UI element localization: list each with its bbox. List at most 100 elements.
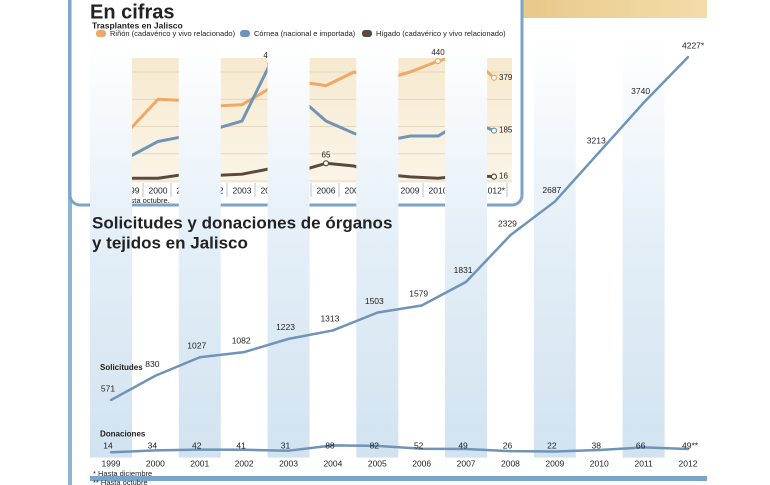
point [420,304,423,307]
data-label: 185 [499,126,513,135]
data-label: 3213 [587,135,606,145]
point [598,448,601,452]
frame-line [68,0,72,485]
x-tick-label: 2003 [233,185,252,195]
background-texture [522,0,707,18]
point [322,160,330,167]
x-tick-label: 2009 [401,185,420,195]
series-line [110,444,689,454]
legend-label: Córnea (nacional e importada) [254,29,356,38]
point [198,356,201,359]
x-tick-label: 2012 [679,458,698,468]
point [464,447,468,451]
point [490,173,498,180]
column-stripe [445,40,488,458]
data-label: 14 [103,440,113,450]
point [109,398,113,402]
x-tick-label: 2012* [483,185,506,195]
title: En cifras [90,1,174,23]
point [331,329,335,332]
x-tick-label: 2006 [412,458,431,468]
x-tick-label: 1999 [102,458,121,468]
x-tick-label: 2004 [323,458,342,468]
point [509,233,512,237]
data-label: 49 [458,440,468,450]
legend-swatch [362,30,372,37]
point [686,55,690,59]
data-label: 88 [325,440,335,450]
point [509,449,512,453]
legend-swatch [240,30,250,37]
data-label: 2329 [498,218,517,228]
main-chart: 1999 2000 2001 2002 2003 2004 2005 2006 2007 2008… [90,40,705,485]
data-label: 440 [431,48,445,57]
x-tick-label: 2000 [146,458,165,468]
data-label: 2687 [542,185,561,195]
x-tick-label: 2009 [545,458,564,468]
point [642,101,645,104]
data-label: 3740 [631,86,650,96]
data-label: 38 [591,440,601,450]
subtitle: Trasplantes en Jalisco [92,20,183,30]
point [490,74,498,81]
data-label: 31 [281,440,291,450]
data-label: 1579 [409,289,428,299]
x-tick-label: 2010 [590,458,609,468]
data-label: 16 [499,172,508,181]
x-tick-label: 2005 [368,458,387,468]
data-label: 571 [101,383,115,393]
footnote: ** Hasta octubre [93,478,148,485]
point [198,448,201,451]
footnote: *Hasta octubre. [118,196,170,205]
point [642,446,645,449]
data-label: 26 [503,440,513,450]
data-label: 1503 [365,296,384,306]
x-tick-label: 2003 [279,458,298,468]
data-label: 82 [370,440,380,450]
data-label: 42 [192,440,202,450]
footnote: * Hasta diciembre [93,469,152,478]
x-tick-label: 2000 [149,185,168,195]
legend-label: Hígado (cadavérico y vivo relacionado) [376,29,506,38]
column-stripe [267,40,310,458]
point [464,280,468,284]
data-label: 4227* [682,40,705,50]
data-label: 379 [499,73,513,82]
x-tick-label: 2007 [345,185,364,195]
data-label: 1082 [232,335,251,345]
x-tick-label: 2002 [235,458,254,468]
data-label: 65 [322,150,331,159]
bottom-rule [90,476,707,481]
point [154,449,157,452]
column-stripe [356,40,399,458]
x-tick-label: 2011 [634,458,653,468]
point [331,444,335,447]
data-label: 66 [636,440,646,450]
point [686,447,690,451]
point [287,337,290,341]
x-tick-label: 2008 [501,458,520,468]
data-label: 830 [145,359,159,369]
data-label: 1831 [454,265,473,275]
data-label: 1223 [276,322,295,332]
legend-swatch [96,30,106,37]
point [420,447,423,450]
point [553,200,557,203]
point [598,151,601,154]
title: Solicitudes y donaciones de órganos [92,213,392,232]
data-label: 1027 [187,341,206,351]
point [287,449,290,452]
point [109,451,113,454]
point [434,57,442,65]
data-label: 34 [148,440,158,450]
x-tick-label: 2006 [317,185,336,195]
data-label: 22 [547,440,557,450]
series-label: Solicitudes [100,363,143,372]
legend-label: Riñón (cadavérico y vivo relacionado) [110,29,236,38]
series-label: Donaciones [100,429,146,438]
point [490,127,498,134]
point [242,448,246,451]
data-label: 52 [414,440,424,450]
